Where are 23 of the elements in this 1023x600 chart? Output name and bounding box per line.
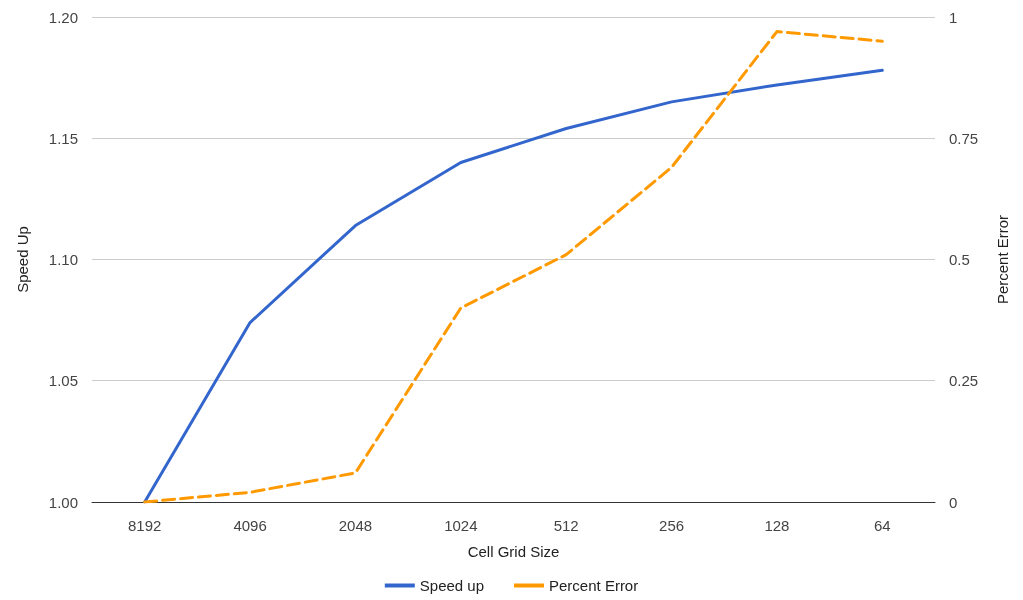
y-tick-label: 1.00: [48, 493, 78, 511]
x-tick-label: 2048: [338, 517, 373, 534]
x-tick-label: 256: [659, 517, 685, 534]
x-tick-label: 4096: [233, 517, 267, 534]
x-tick-label: 64: [873, 517, 891, 534]
y-tick-label: 1.15: [48, 129, 78, 147]
y2-axis-title: Percent Error: [994, 214, 1011, 305]
y-axis-title: Speed Up: [14, 226, 31, 293]
y-tick-label: 1.20: [48, 8, 78, 26]
legend-label: Speed up: [419, 577, 485, 594]
x-tick-label: 512: [553, 517, 579, 534]
legend-label: Percent Error: [549, 577, 639, 594]
y2-tick-label: 0.5: [949, 251, 970, 268]
y-tick-label: 1.05: [48, 372, 78, 390]
x-axis-title: Cell Grid Size: [467, 543, 560, 560]
x-tick-label: 1024: [444, 517, 478, 534]
x-tick-label: 128: [764, 517, 790, 534]
y2-tick-label: 0.75: [949, 129, 979, 147]
y2-tick-label: 1: [949, 8, 958, 26]
y2-tick-label: 0.25: [949, 372, 979, 390]
y-tick-label: 1.10: [48, 251, 78, 268]
y2-tick-label: 0: [949, 493, 958, 511]
x-tick-label: 8192: [128, 517, 162, 534]
